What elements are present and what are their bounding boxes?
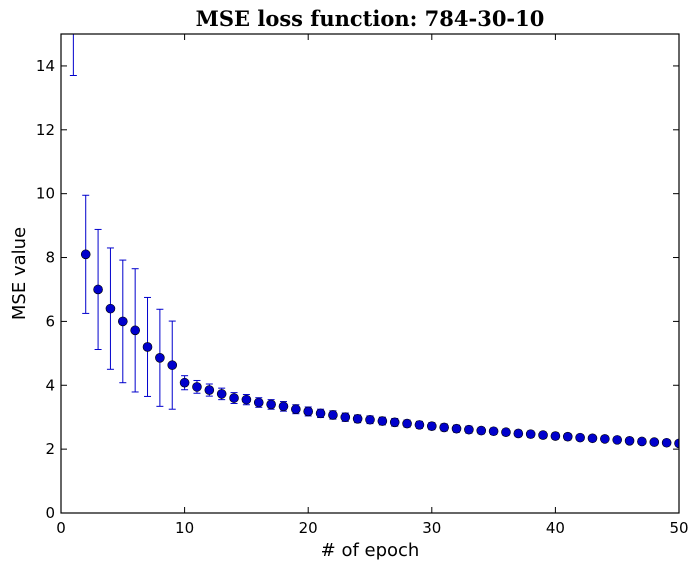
data-point [179,377,190,388]
data-point [340,412,351,423]
data-point [464,424,474,435]
data-point [192,382,202,392]
data-point [612,435,623,445]
x-tick-label: 0 [56,519,66,537]
data-point [80,249,91,260]
data-point [328,410,338,420]
data-point [600,434,610,444]
y-tick-label: 4 [45,376,55,394]
x-axis-label: # of epoch [321,540,420,561]
data-point [402,418,412,429]
data-point [303,406,314,417]
data-point [525,429,536,439]
data-point [476,425,487,436]
data-point [439,422,449,433]
data-point [624,436,635,446]
plot-frame [60,33,680,514]
data-point [352,413,363,424]
data-point [661,437,672,448]
data-point [426,421,437,431]
y-tick-label: 14 [36,57,55,75]
data-point [93,284,103,295]
data-point [130,325,140,336]
data-point [550,431,561,441]
data-point [451,423,462,434]
x-tick-label: 10 [175,519,194,537]
y-tick-label: 2 [45,440,55,458]
data-point [414,420,425,430]
axis-ticks: 0 10 20 30 40 50 0 2 4 6 8 10 12 14 [36,34,689,537]
data-point [69,0,78,7]
y-tick-label: 10 [36,185,55,203]
data-point [291,404,301,415]
data-point [377,416,388,426]
data-point [253,397,264,408]
data-point [118,316,128,327]
data-point [365,414,375,425]
data-point [587,433,598,444]
data-point [649,437,660,447]
data-point [266,399,276,410]
data-point [315,408,326,419]
data-point [278,401,289,412]
data-marks [69,0,679,449]
x-tick-label: 50 [669,519,688,537]
y-tick-label: 6 [45,312,55,330]
y-tick-label: 8 [45,249,55,267]
data-point [488,426,499,437]
data-point [562,431,573,442]
y-tick-label: 0 [45,504,55,522]
chart-title: MSE loss function: 784-30-10 [196,6,545,31]
x-tick-label: 40 [546,519,565,537]
data-point [155,353,165,363]
data-point [513,428,524,439]
data-point [389,417,400,428]
data-point [637,436,647,447]
data-point [142,342,153,352]
data-point [204,385,215,395]
data-point [538,430,548,440]
data-point [674,438,679,449]
x-tick-label: 30 [422,519,441,537]
y-axis-label: MSE value [9,227,30,320]
data-point [241,394,252,405]
data-point [167,360,178,370]
data-point [501,427,511,438]
data-point [216,389,227,399]
x-tick-label: 20 [299,519,318,537]
y-tick-label: 12 [36,121,55,139]
data-point [229,393,239,403]
data-point [575,432,585,443]
data-point [105,303,116,314]
